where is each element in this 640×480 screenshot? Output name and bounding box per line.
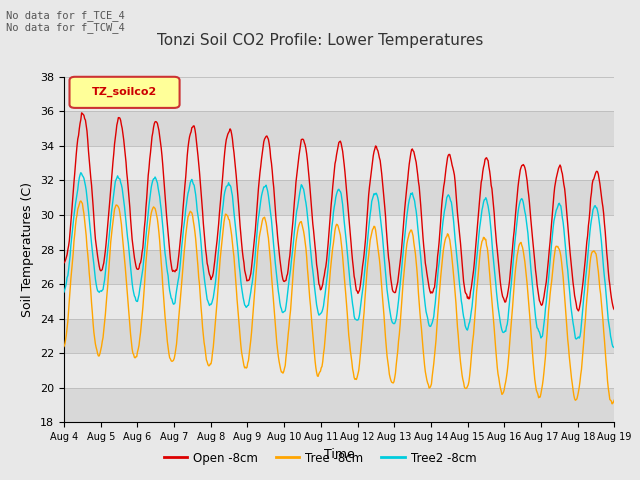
Tree2 -8cm <box>212 271 220 276</box>
Bar <box>64 77 614 111</box>
Open -8cm <box>78 110 86 116</box>
Line: Tree2 -8cm: Tree2 -8cm <box>64 173 614 348</box>
Tree -8cm <box>184 220 191 226</box>
Open -8cm <box>575 308 582 314</box>
Tree -8cm <box>77 198 84 204</box>
Bar <box>64 319 614 353</box>
Text: No data for f_TCE_4
No data for f_TCW_4: No data for f_TCE_4 No data for f_TCW_4 <box>6 10 125 33</box>
Tree -8cm <box>60 344 68 349</box>
Tree -8cm <box>423 377 431 383</box>
Line: Open -8cm: Open -8cm <box>64 113 614 311</box>
Open -8cm <box>60 260 68 266</box>
Bar <box>64 111 614 146</box>
Tree2 -8cm <box>611 345 618 350</box>
Bar <box>64 353 614 388</box>
Open -8cm <box>407 151 415 156</box>
Tree -8cm <box>70 239 78 244</box>
Open -8cm <box>212 244 220 250</box>
Text: Tonzi Soil CO2 Profile: Lower Temperatures: Tonzi Soil CO2 Profile: Lower Temperatur… <box>157 33 483 48</box>
Bar <box>64 388 614 422</box>
Open -8cm <box>611 307 618 312</box>
Text: TZ_soilco2: TZ_soilco2 <box>92 87 157 97</box>
X-axis label: Time: Time <box>324 448 355 461</box>
Open -8cm <box>127 227 135 232</box>
Tree2 -8cm <box>77 170 84 176</box>
Tree2 -8cm <box>60 289 68 295</box>
Line: Tree -8cm: Tree -8cm <box>64 201 614 404</box>
Tree -8cm <box>127 339 135 345</box>
Open -8cm <box>70 180 78 185</box>
Y-axis label: Soil Temperatures (C): Soil Temperatures (C) <box>22 182 35 317</box>
Tree -8cm <box>212 310 220 315</box>
Open -8cm <box>184 153 191 158</box>
Legend: Open -8cm, Tree -8cm, Tree2 -8cm: Open -8cm, Tree -8cm, Tree2 -8cm <box>159 447 481 469</box>
Tree2 -8cm <box>127 273 135 279</box>
FancyBboxPatch shape <box>70 77 180 108</box>
Open -8cm <box>423 270 431 276</box>
Tree -8cm <box>608 401 616 407</box>
Bar <box>64 250 614 284</box>
Tree2 -8cm <box>423 312 431 318</box>
Tree2 -8cm <box>184 195 191 201</box>
Bar <box>64 146 614 180</box>
Bar <box>64 180 614 215</box>
Bar <box>64 284 614 319</box>
Tree2 -8cm <box>70 213 78 218</box>
Tree -8cm <box>611 397 618 403</box>
Tree -8cm <box>407 227 415 233</box>
Tree2 -8cm <box>407 191 415 196</box>
Bar <box>64 215 614 250</box>
